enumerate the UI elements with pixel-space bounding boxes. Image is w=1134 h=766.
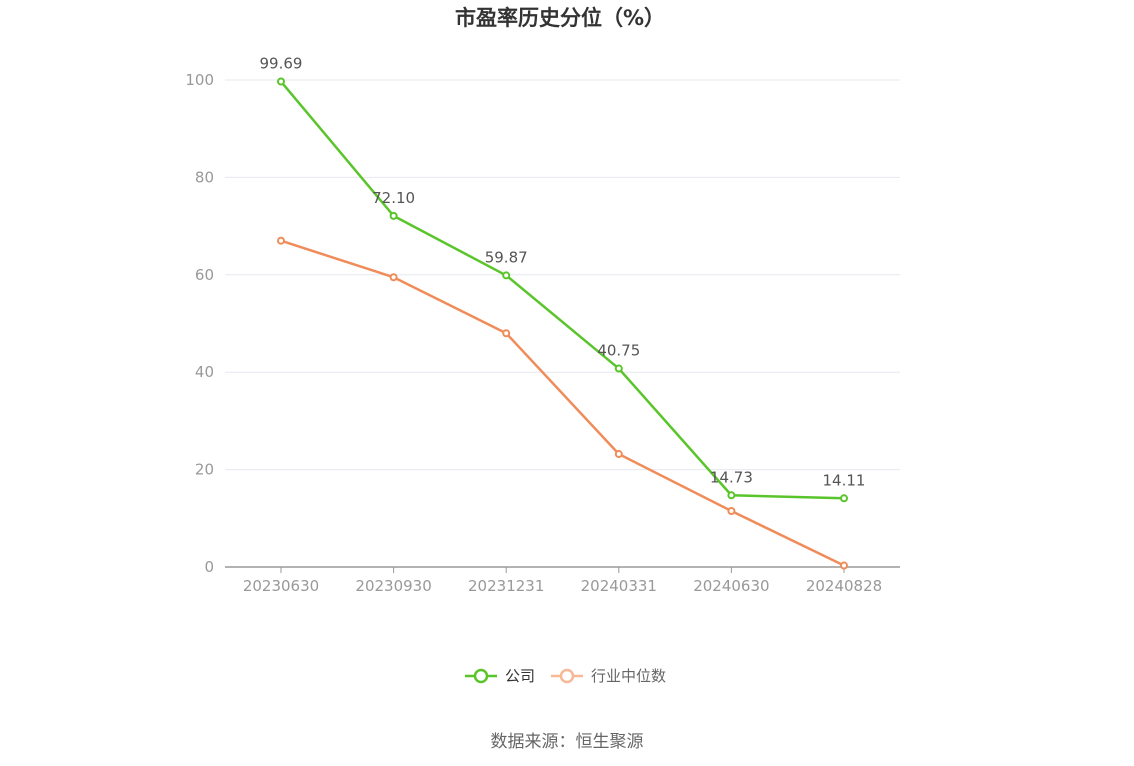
series-line (280, 239, 845, 567)
y-tick-label: 0 (204, 558, 214, 576)
data-point (502, 329, 511, 338)
data-point (727, 491, 736, 500)
data-point (840, 561, 848, 570)
data-label: 99.69 (260, 55, 303, 73)
data-point (389, 273, 398, 282)
y-tick-label: 80 (195, 168, 214, 186)
data-point (502, 271, 511, 280)
y-tick-label: 40 (195, 363, 214, 381)
data-point (389, 211, 398, 220)
x-tick-label: 20231231 (468, 577, 544, 595)
data-label: 72.10 (372, 189, 415, 207)
x-tick-label: 20240630 (693, 577, 769, 595)
series-line (280, 80, 845, 500)
legend-item[interactable]: 行业中位数 (551, 667, 666, 685)
x-axis: 20230630 20230930 20231231 20240331 20240630… (225, 566, 900, 595)
data-label: 14.11 (823, 471, 866, 489)
y-tick-label: 20 (195, 461, 214, 479)
x-tick-label: 20240331 (581, 577, 657, 595)
legend-item[interactable]: 公司 (465, 667, 535, 685)
data-source: 数据来源：恒生聚源 (491, 732, 644, 752)
series-layer: 99.69 72.10 59.87 40.75 14.73 14.11 (260, 55, 866, 570)
legend[interactable]: 公司 行业中位数 (465, 667, 666, 685)
data-point (840, 494, 848, 503)
data-label: 40.75 (597, 342, 640, 360)
x-tick-label: 20230630 (243, 577, 319, 595)
x-tick-label: 20240828 (806, 577, 882, 595)
legend-label: 公司 (505, 667, 535, 685)
legend-marker (559, 668, 575, 684)
legend-marker (473, 668, 489, 684)
y-axis: 0 20 40 60 80 100 (185, 71, 214, 576)
data-label: 14.73 (710, 468, 753, 486)
gridlines (225, 79, 900, 471)
data-point (277, 77, 285, 86)
data-point (727, 506, 736, 515)
y-tick-label: 60 (195, 266, 214, 284)
legend-label: 行业中位数 (591, 667, 666, 685)
y-tick-label: 100 (185, 71, 214, 89)
data-point (614, 364, 623, 373)
data-point (614, 450, 623, 459)
data-label: 59.87 (485, 248, 528, 266)
chart-title: 市盈率历史分位（%） (455, 6, 665, 30)
x-tick-label: 20230930 (355, 577, 431, 595)
data-point (277, 236, 285, 245)
